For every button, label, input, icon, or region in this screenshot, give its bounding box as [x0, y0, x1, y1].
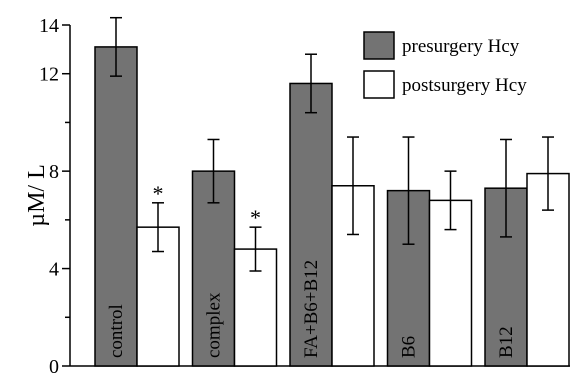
- y-tick-label: 4: [49, 259, 59, 281]
- bar-group-complex: * complex: [191, 138, 278, 367]
- y-tick-label: 0: [49, 356, 59, 374]
- bar-group-b6: B6: [386, 136, 473, 367]
- category-label: B12: [496, 326, 517, 358]
- y-tick-label: 12: [39, 64, 59, 86]
- error-bar-presurgery: [402, 136, 415, 245]
- legend-label: postsurgery Hcy: [402, 75, 527, 96]
- error-bar-presurgery: [207, 138, 220, 204]
- legend-swatch: [363, 31, 395, 60]
- error-bar-postsurgery: [444, 170, 457, 231]
- significance-marker: *: [153, 181, 164, 206]
- bar-group-control: * control: [94, 16, 180, 367]
- error-bar-presurgery: [110, 16, 122, 77]
- error-bar-postsurgery: [542, 136, 554, 211]
- legend: presurgery Hcy postsurgery Hcy: [363, 31, 527, 99]
- bar-presurgery: [94, 46, 138, 367]
- y-axis-label: µM/ L: [24, 164, 50, 227]
- bars: * control * complex FA+B6+B12 B6 B12: [94, 16, 570, 367]
- error-bar-postsurgery: [347, 136, 359, 236]
- bar-presurgery: [289, 82, 333, 367]
- y-tick-label: 14: [39, 15, 59, 37]
- category-label: FA+B6+B12: [301, 260, 322, 358]
- category-label: control: [106, 304, 127, 358]
- legend-label: presurgery Hcy: [402, 36, 520, 57]
- significance-marker: *: [250, 205, 261, 230]
- error-bar-presurgery: [500, 138, 512, 238]
- bar-group-b12: B12: [484, 136, 570, 367]
- y-tick-label: 8: [49, 161, 59, 183]
- bar-group-fa-b6-b12: FA+B6+B12: [289, 53, 375, 367]
- category-label: B6: [399, 336, 420, 358]
- legend-swatch: [363, 70, 395, 99]
- bar-postsurgery: [136, 226, 180, 367]
- error-bar-presurgery: [305, 53, 317, 114]
- error-bar-postsurgery: [249, 226, 262, 272]
- error-bar-postsurgery: [152, 202, 164, 253]
- category-label: complex: [204, 292, 225, 358]
